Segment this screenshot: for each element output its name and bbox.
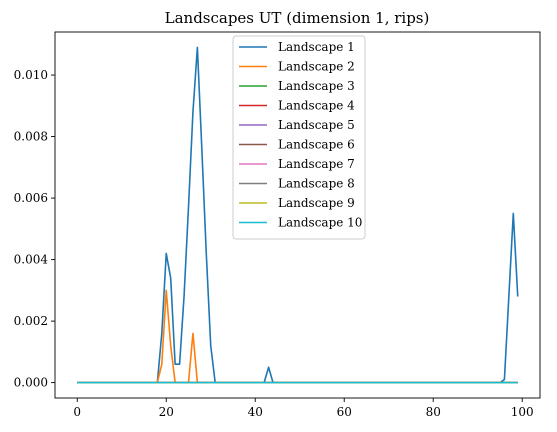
legend-label-9: Landscape 9 [278, 196, 355, 210]
legend-label-5: Landscape 5 [278, 118, 355, 132]
x-tick-label: 20 [159, 405, 174, 419]
y-tick-label: 0.006 [14, 191, 48, 205]
y-tick-label: 0.002 [14, 314, 48, 328]
legend-label-10: Landscape 10 [278, 216, 362, 230]
y-tick-label: 0.010 [14, 68, 48, 82]
legend-label-7: Landscape 7 [278, 157, 355, 171]
x-axis: 0 20 40 60 80 100 [73, 398, 534, 419]
series-layer [77, 46, 519, 384]
legend-label-3: Landscape 3 [278, 79, 355, 93]
chart-title: Landscapes UT (dimension 1, rips) [165, 9, 430, 27]
legend-label-2: Landscape 2 [278, 60, 355, 74]
series-line-1 [77, 46, 519, 384]
series-line-2 [77, 289, 518, 384]
legend-label-6: Landscape 6 [278, 138, 355, 152]
y-tick-label: 0.004 [14, 253, 49, 267]
x-tick-label: 80 [426, 405, 441, 419]
x-tick-label: 40 [248, 405, 263, 419]
y-tick-label: 0.000 [14, 376, 48, 390]
legend-label-1: Landscape 1 [278, 40, 355, 54]
x-tick-label: 60 [337, 405, 352, 419]
x-tick-label: 0 [73, 405, 81, 419]
x-tick-label: 100 [511, 405, 534, 419]
legend: Landscape 1 Landscape 2 Landscape 3 Landsca… [232, 35, 366, 240]
y-tick-label: 0.008 [14, 130, 48, 144]
y-axis: 0.000 0.002 0.004 0.006 0.008 0.010 [14, 68, 55, 390]
legend-label-4: Landscape 4 [278, 99, 355, 113]
legend-label-8: Landscape 8 [278, 177, 355, 191]
plot-frame [54, 31, 541, 399]
